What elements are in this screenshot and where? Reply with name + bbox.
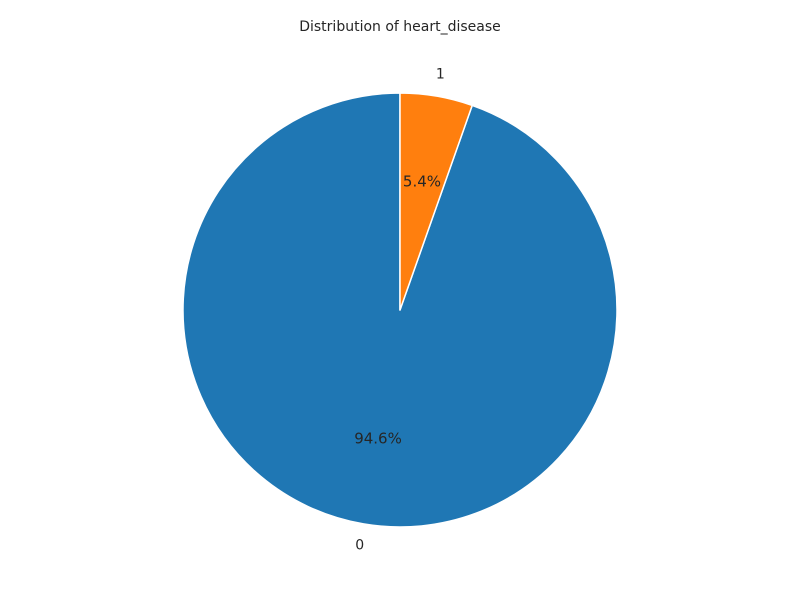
slice-pct-0: 94.6%	[354, 429, 402, 447]
chart-title: Distribution of heart_disease	[299, 19, 501, 35]
pie-slice-1	[399, 92, 473, 311]
slice-label-0: 0	[355, 537, 364, 553]
slice-label-1: 1	[436, 67, 445, 83]
slice-pct-1: 5.4%	[403, 173, 441, 191]
pie-slices	[182, 92, 618, 528]
pie-labels: 0 94.6% 1 5.4%	[354, 67, 445, 554]
